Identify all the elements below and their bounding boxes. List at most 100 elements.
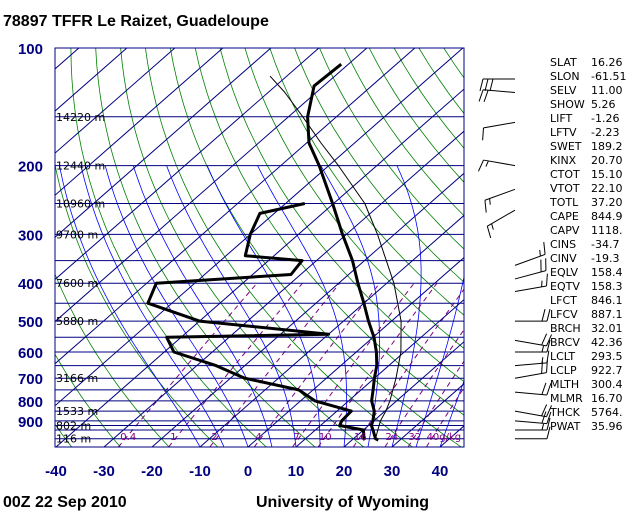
index-key-lift: LIFT	[550, 112, 573, 125]
dry-adiabat-line	[95, 48, 316, 447]
wind-barb	[479, 78, 515, 92]
isotherm-line	[295, 298, 464, 447]
index-key-lclt: LCLT	[550, 350, 575, 363]
pressure-tick-label: 200	[18, 159, 43, 176]
mixing-ratio-line	[118, 282, 258, 447]
index-key-kinx: KINX	[550, 154, 577, 167]
dry-adiabat-line	[194, 48, 464, 416]
isotherm-line	[55, 48, 416, 365]
index-key-thck: THCK	[549, 406, 581, 419]
temperature-tick-label: -40	[45, 463, 67, 480]
index-value-brch: 32.01	[591, 322, 623, 335]
index-key-selv: SELV	[550, 84, 577, 97]
pressure-tick-label: 800	[18, 394, 43, 411]
isotherm-line	[343, 341, 464, 447]
mixing-ratio-label: 7	[293, 432, 299, 443]
wind-barb	[515, 417, 551, 431]
height-label: 802 m	[56, 419, 91, 432]
plot-frame	[54, 47, 465, 448]
mixing-ratio-line	[209, 282, 341, 447]
index-value-show: 5.26	[591, 98, 616, 111]
moist-adiabat-line	[80, 165, 225, 447]
height-label: 9700 m	[56, 228, 98, 241]
temperature-tick-label: -30	[93, 463, 115, 480]
mixing-ratio-line	[352, 288, 464, 447]
mixing-ratio-line	[384, 328, 464, 447]
mixing-ratio-label: 16	[354, 432, 367, 443]
wind-barb	[514, 350, 550, 367]
height-label: 7600 m	[56, 277, 98, 290]
index-key-brch: BRCH	[550, 322, 581, 335]
index-value-brcv: 42.36	[591, 336, 623, 349]
index-value-kinx: 20.70	[591, 154, 623, 167]
isotherm-line	[55, 88, 464, 447]
wind-barb	[477, 159, 516, 172]
index-value-slat: 16.26	[591, 56, 623, 69]
dry-adiabat-line	[269, 48, 464, 316]
index-key-brcv: BRCV	[550, 336, 580, 349]
index-key-totl: TOTL	[549, 196, 579, 209]
wind-barb	[515, 426, 551, 440]
height-label: 1533 m	[56, 405, 98, 418]
index-key-lfcv: LFCV	[550, 308, 578, 321]
index-value-lfct: 846.1	[591, 294, 623, 307]
height-label: 116 m	[56, 433, 91, 446]
dry-adiabat-line	[55, 162, 218, 447]
dry-adiabat-line	[219, 48, 464, 383]
mixing-ratio-labels: 0.4 1 2 4 7 10 16 24 32 40g/kg	[120, 432, 461, 443]
plot-area	[55, 48, 464, 447]
wind-barb	[514, 360, 548, 379]
index-key-vtot: VTOT	[550, 182, 580, 195]
moist-adiabat-line	[59, 165, 201, 447]
isotherm-line	[55, 48, 464, 407]
dry-adiabat-line	[145, 48, 413, 447]
moist-adiabat-line	[439, 379, 464, 447]
index-value-vtot: 22.10	[591, 182, 623, 195]
chart-title: 78897 TFFR Le Raizet, Guadeloupe	[3, 13, 269, 30]
index-value-lift: -1.26	[591, 112, 619, 125]
index-key-ctot: CTOT	[550, 168, 580, 181]
footer-time: 00Z 22 Sep 2010	[3, 494, 127, 511]
index-value-swet: 189.2	[591, 140, 623, 153]
index-value-mlth: 300.4	[591, 378, 623, 391]
pressure-tick-label: 500	[18, 314, 43, 331]
index-key-slon: SLON	[550, 70, 580, 83]
pressure-axis: 100 200 300 400 500 600 700 800 900	[18, 41, 43, 431]
wind-barb	[514, 273, 548, 293]
moist-adiabat-line	[166, 165, 297, 447]
index-key-swet: SWET	[550, 140, 582, 153]
index-key-lfct: LFCT	[550, 294, 577, 307]
temperature-axis: -40 -30 -20 -10 0 10 20 30 40	[45, 463, 448, 480]
mixing-ratio-line	[253, 282, 381, 447]
isotherm-line	[55, 48, 272, 239]
index-key-pwat: PWAT	[550, 420, 581, 433]
temperature-tick-label: 20	[336, 463, 353, 480]
moist-adiabat-line	[257, 165, 347, 447]
dry-adiabat-line	[120, 48, 365, 447]
wind-barb	[515, 308, 551, 322]
series-line-parcel	[269, 75, 402, 439]
mixing-ratio-line	[425, 386, 464, 447]
index-key-eqlv: EQLV	[550, 266, 579, 279]
index-key-eqtv: EQTV	[550, 280, 580, 293]
index-value-pwat: 35.96	[591, 420, 623, 433]
index-value-cape: 844.9	[591, 210, 623, 223]
temperature-tick-label: -20	[141, 463, 163, 480]
isotherm-line	[55, 48, 368, 323]
temperature-tick-label: 30	[384, 463, 401, 480]
index-value-cinv: -19.3	[591, 252, 619, 265]
pressure-tick-label: 400	[18, 276, 43, 293]
index-key-capv: CAPV	[550, 224, 580, 237]
index-key-lclp: LCLP	[550, 364, 577, 377]
temperature-tick-label: -10	[189, 463, 211, 480]
moist-adiabat-line	[132, 165, 273, 447]
pressure-tick-label: 700	[18, 371, 43, 388]
wind-barbs	[477, 78, 553, 440]
index-value-cins: -34.7	[591, 238, 619, 251]
profile-lines	[146, 63, 402, 442]
moist-adiabat-line	[206, 165, 321, 447]
index-value-lclt: 293.5	[591, 350, 623, 363]
index-value-capv: 1118.	[591, 224, 623, 237]
mixing-ratio-label: 1	[170, 432, 176, 443]
